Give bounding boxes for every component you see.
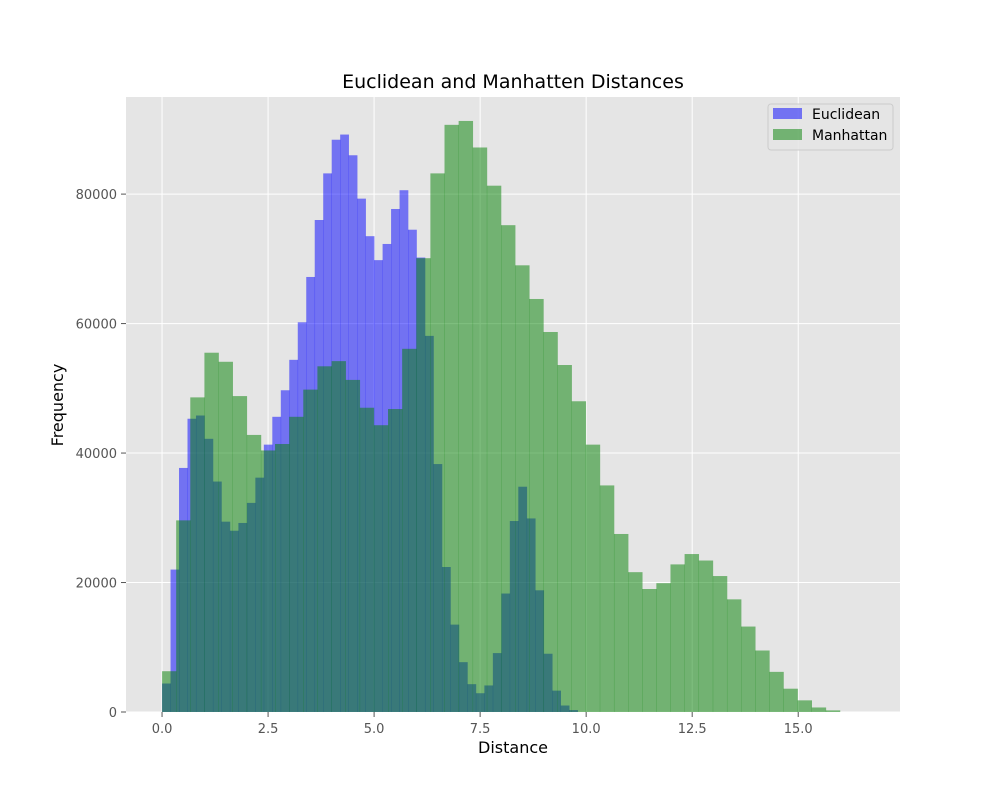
legend-label-manhattan: Manhattan [812,128,887,144]
bar-manhattan [811,707,827,712]
bar-manhattan [656,583,671,712]
y-tick-label: 20000 [76,577,117,592]
bar-manhattan [797,700,813,712]
bar-manhattan [613,533,629,712]
bar-manhattan [303,389,318,712]
chart-title: Euclidean and Manhatten Distances [342,71,684,93]
legend-swatch-manhattan [773,129,802,140]
x-tick-label: 7.5 [470,722,491,737]
bar-manhattan [416,258,431,712]
bar-manhattan [571,401,587,712]
bars [162,120,841,713]
bar-manhattan [345,379,361,712]
legend: Euclidean Manhattan [767,103,894,151]
bar-manhattan [529,298,544,712]
bar-manhattan [585,444,601,712]
bar-manhattan [712,576,728,712]
x-tick-label: 2.5 [258,722,279,737]
bar-manhattan [472,147,488,712]
legend-label-euclidean: Euclidean [812,107,880,123]
bar-euclidean [170,569,180,712]
bar-manhattan [769,671,784,712]
y-tick-label: 0 [109,706,117,721]
bar-manhattan [726,599,742,712]
bar-manhattan [402,348,417,712]
bar-manhattan [755,650,770,712]
y-axis-label: Frequency [48,364,67,447]
bar-manhattan [599,485,615,712]
bar-manhattan [500,225,516,712]
bar-manhattan [628,572,643,712]
x-axis-label: Distance [478,738,548,757]
bar-manhattan [331,361,346,712]
bar-manhattan [825,710,841,712]
x-tick-label: 12.5 [678,722,707,737]
bar-manhattan [246,434,262,712]
bar-manhattan [783,688,798,712]
bar-manhattan [232,396,248,712]
bar-manhattan [190,397,205,712]
x-tick-label: 10.0 [572,722,601,737]
bar-manhattan [275,443,290,712]
series-manhattan [162,120,841,713]
bar-manhattan [684,554,700,712]
bar-manhattan [515,265,530,712]
bar-manhattan [458,120,474,712]
y-tick-label: 80000 [76,188,117,203]
x-ticks: 0.0 2.5 5.0 7.5 10.0 12.5 15.0 [152,712,813,737]
bar-manhattan [373,425,389,712]
y-tick-label: 60000 [76,318,117,333]
y-tick-label: 40000 [76,447,117,462]
bar-manhattan [218,361,233,712]
bar-manhattan [557,365,572,712]
bar-manhattan [698,560,714,712]
bar-manhattan [444,124,459,712]
bar-manhattan [289,416,304,712]
bar-manhattan [543,331,558,712]
bar-manhattan [204,352,219,712]
bar-manhattan [317,366,332,712]
bar-manhattan [486,185,502,713]
bar-manhattan [359,407,375,712]
bar-manhattan [176,520,191,712]
bar-manhattan [741,626,756,712]
bar-manhattan [670,564,685,712]
bar-manhattan [430,173,445,713]
bar-manhattan [388,409,403,712]
legend-swatch-euclidean [773,108,802,119]
bar-manhattan [162,671,177,712]
x-tick-label: 15.0 [784,722,813,737]
y-ticks: 0 20000 40000 60000 80000 [76,188,126,721]
x-tick-label: 0.0 [152,722,173,737]
bar-manhattan [260,450,276,712]
bar-manhattan [642,589,657,712]
x-tick-label: 5.0 [364,722,385,737]
